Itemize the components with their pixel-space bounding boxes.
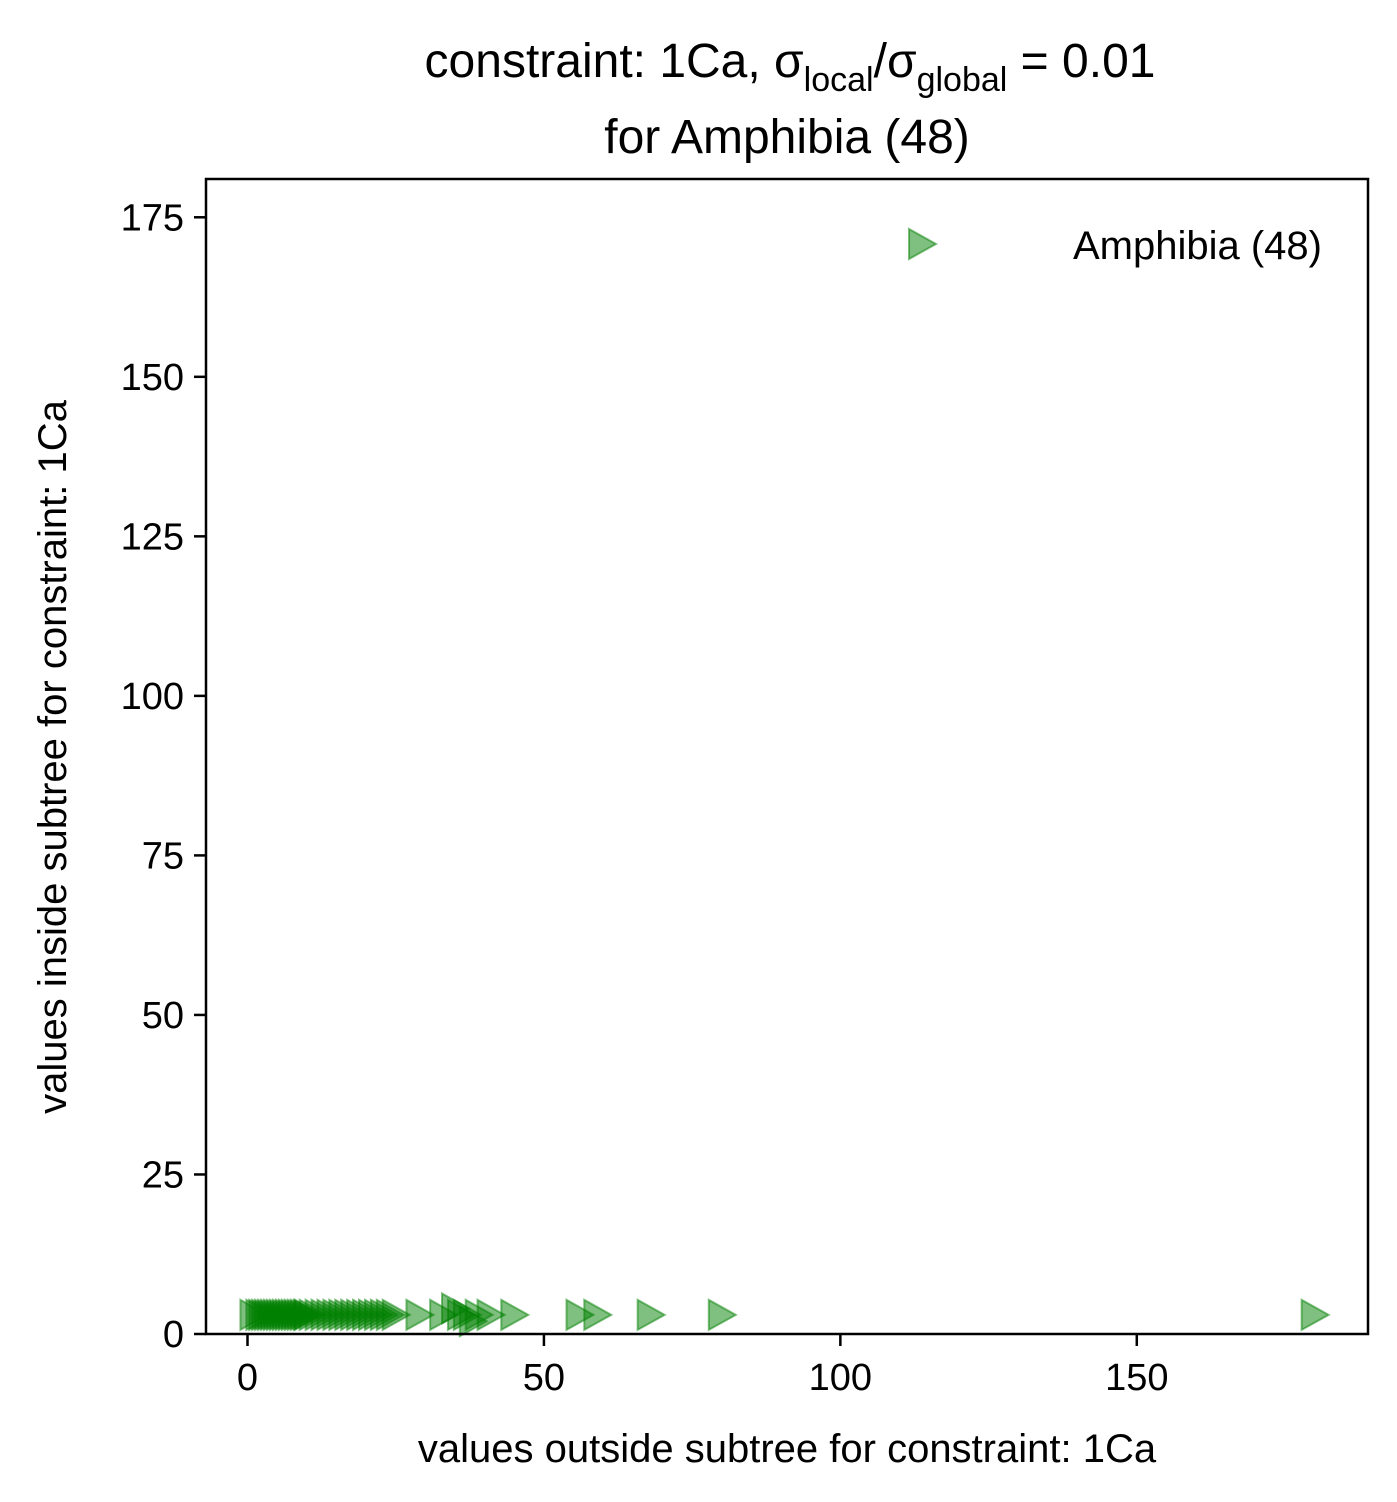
data-point	[707, 1298, 738, 1332]
legend-marker	[908, 227, 939, 261]
title-global-subscript: global	[917, 61, 1008, 99]
axis-ticks: 0 50 100 150 0 25 50 75 100 125 150 175	[121, 197, 1169, 1399]
legend: Amphibia (48)	[908, 224, 1322, 268]
title-slash-sigma: /σ	[874, 35, 917, 88]
data-point	[565, 1298, 596, 1332]
data-point	[636, 1298, 667, 1332]
data-point	[476, 1298, 507, 1332]
x-tick-label: 0	[237, 1357, 258, 1399]
y-tick-label: 175	[121, 197, 184, 239]
x-tick-label: 50	[523, 1357, 565, 1399]
data-point	[1300, 1298, 1331, 1332]
y-tick-label: 25	[142, 1154, 184, 1196]
data-point	[500, 1298, 531, 1332]
title-suffix: = 0.01	[1007, 35, 1155, 88]
title-prefix: constraint: 1Ca, σ	[425, 35, 804, 88]
y-axis-label: values inside subtree for constraint: 1C…	[31, 399, 75, 1113]
data-point	[381, 1298, 412, 1332]
x-axis-label: values outside subtree for constraint: 1…	[418, 1427, 1157, 1471]
data-points	[239, 1291, 1331, 1338]
data-point	[583, 1298, 614, 1332]
title-local-subscript: local	[804, 61, 874, 99]
y-tick-label: 0	[163, 1314, 184, 1356]
y-tick-label: 125	[121, 516, 184, 558]
x-tick-label: 150	[1105, 1357, 1168, 1399]
y-tick-label: 150	[121, 357, 184, 399]
y-tick-label: 100	[121, 676, 184, 718]
plot-frame	[204, 177, 1370, 1336]
data-point	[293, 1298, 325, 1332]
y-tick-label: 50	[142, 995, 184, 1037]
chart-title-line2: for Amphibia (48)	[604, 111, 970, 164]
x-tick-label: 100	[809, 1357, 872, 1399]
data-point	[405, 1298, 436, 1332]
y-tick-label: 75	[142, 835, 184, 877]
legend-label: Amphibia (48)	[1073, 224, 1322, 268]
chart-title-line1: constraint: 1Ca, σlocal/σglobal = 0.01	[425, 35, 1156, 99]
